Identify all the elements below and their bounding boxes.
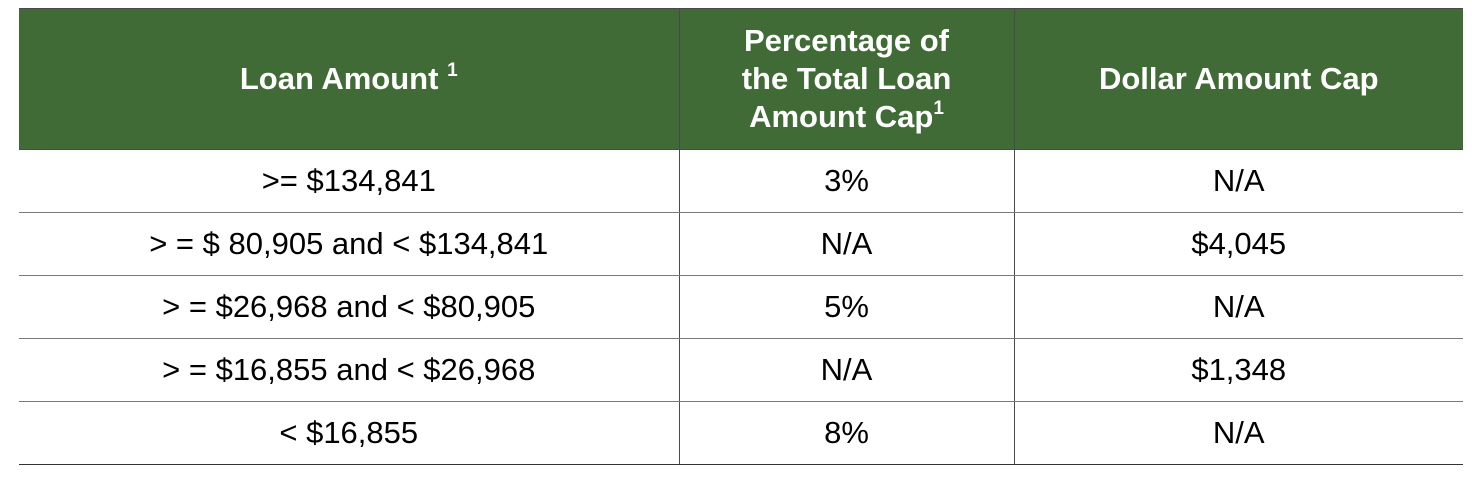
dollar-cap-cell: N/A (1013, 275, 1463, 339)
header-loan-amount: Loan Amount 1 (19, 8, 680, 150)
loan-amount-cell: < $16,855 (19, 401, 680, 465)
footnote-marker: 1 (447, 59, 458, 81)
loan-cap-table: Loan Amount 1 Percentage of the Total Lo… (19, 8, 1463, 465)
table-row: > = $16,855 and < $26,968 N/A $1,348 (19, 338, 1463, 402)
table-header-row: Loan Amount 1 Percentage of the Total Lo… (19, 8, 1463, 150)
table-row: > = $26,968 and < $80,905 5% N/A (19, 275, 1463, 339)
loan-amount-cell: > = $16,855 and < $26,968 (19, 338, 680, 402)
header-dollar-amount-cap: Dollar Amount Cap (1013, 8, 1463, 150)
percentage-cap-cell: 3% (678, 149, 1015, 213)
footnote-marker: 1 (933, 97, 944, 119)
header-percentage-cap: Percentage of the Total Loan Amount Cap1 (678, 8, 1015, 150)
dollar-cap-cell: N/A (1013, 401, 1463, 465)
percentage-cap-cell: 5% (678, 275, 1015, 339)
loan-cap-table-container: Loan Amount 1 Percentage of the Total Lo… (19, 8, 1463, 465)
dollar-cap-cell: $4,045 (1013, 212, 1463, 276)
dollar-cap-cell: N/A (1013, 149, 1463, 213)
loan-amount-cell: > = $26,968 and < $80,905 (19, 275, 680, 339)
loan-amount-cell: >= $134,841 (19, 149, 680, 213)
percentage-cap-cell: 8% (678, 401, 1015, 465)
table-row: >= $134,841 3% N/A (19, 149, 1463, 213)
dollar-cap-cell: $1,348 (1013, 338, 1463, 402)
table-row: < $16,855 8% N/A (19, 401, 1463, 465)
table-row: > = $ 80,905 and < $134,841 N/A $4,045 (19, 212, 1463, 276)
percentage-cap-cell: N/A (678, 338, 1015, 402)
loan-amount-cell: > = $ 80,905 and < $134,841 (19, 212, 680, 276)
percentage-cap-cell: N/A (678, 212, 1015, 276)
